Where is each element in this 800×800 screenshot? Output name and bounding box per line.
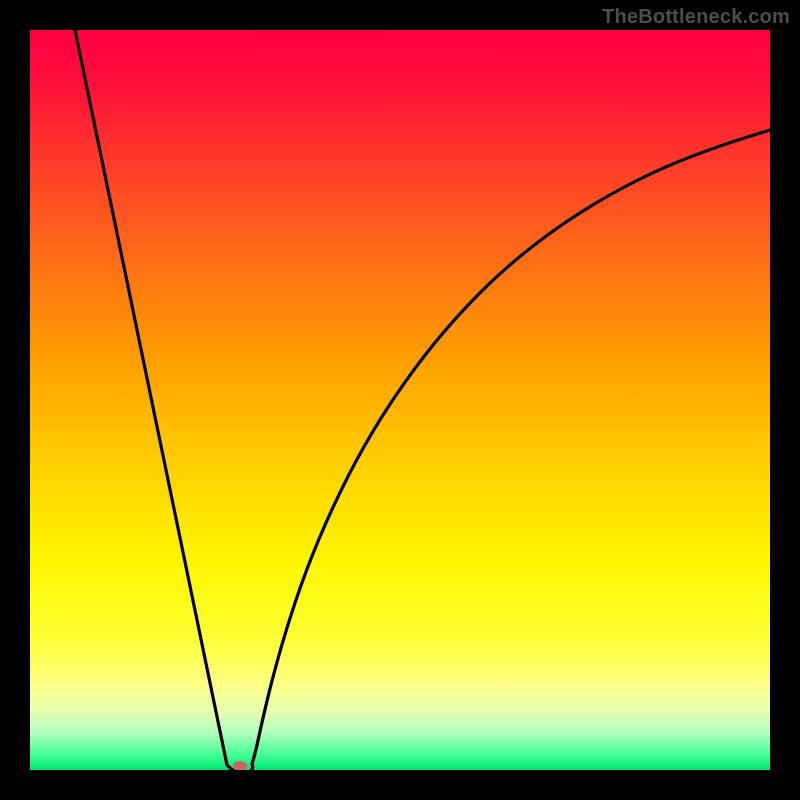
bottleneck-curve (75, 30, 770, 770)
watermark-text: TheBottleneck.com (602, 6, 790, 29)
plot-area (30, 30, 770, 770)
optimal-point-marker (233, 761, 247, 770)
curve-layer (30, 30, 770, 770)
chart-frame: TheBottleneck.com (0, 0, 800, 800)
